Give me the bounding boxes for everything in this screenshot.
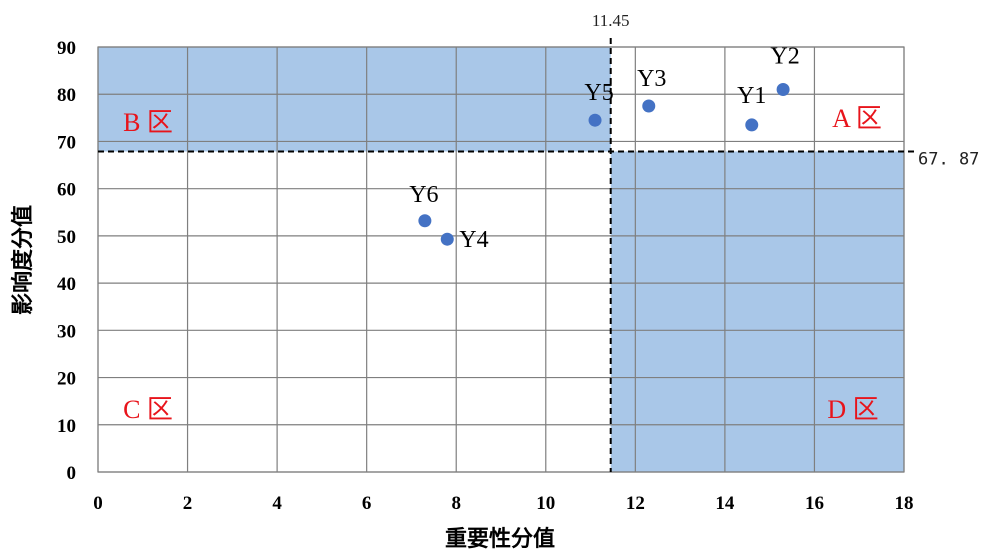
- x-tick-label: 14: [715, 493, 735, 514]
- zone-label: D 区: [827, 395, 878, 424]
- plot-border: [97, 46, 905, 473]
- x-axis-title: 重要性分值: [445, 526, 555, 552]
- y-tick-label: 10: [57, 416, 76, 437]
- y-tick-label: 70: [57, 132, 76, 153]
- data-point: [440, 232, 454, 246]
- zone-label: C 区: [123, 395, 173, 424]
- x-tick-label: 2: [183, 493, 193, 514]
- x-tick-label: 18: [895, 493, 914, 514]
- x-tick-label: 16: [805, 493, 824, 514]
- x-tick-label: 8: [451, 493, 461, 514]
- y-tick-label: 40: [57, 274, 76, 295]
- y-tick-label: 80: [57, 85, 76, 106]
- y-tick-label: 50: [57, 227, 76, 248]
- y-tick-label: 60: [57, 180, 76, 201]
- x-tick-label: 12: [626, 493, 645, 514]
- point-label: Y3: [637, 66, 666, 92]
- data-point: [588, 113, 602, 127]
- y-tick-label: 0: [67, 463, 77, 484]
- point-label: Y4: [459, 227, 488, 253]
- zone-d-fill: [610, 151, 904, 472]
- y-tick-label: 20: [57, 369, 76, 390]
- x-tick-label: 6: [362, 493, 372, 514]
- point-label: Y5: [584, 80, 613, 106]
- x-tick-label: 4: [272, 493, 282, 514]
- data-point: [776, 83, 790, 96]
- y-axis-title: 影响度分值: [10, 205, 36, 315]
- zone-label: B 区: [123, 108, 173, 137]
- x-tick-label: 10: [536, 493, 555, 514]
- y-threshold-label: 67. 87: [918, 150, 979, 170]
- point-label: Y2: [770, 44, 799, 70]
- data-point: [418, 214, 432, 228]
- x-tick-label: 0: [93, 493, 103, 514]
- x-threshold-label: 11.45: [592, 11, 630, 30]
- point-label: Y6: [409, 182, 438, 208]
- y-tick-label: 90: [57, 38, 76, 59]
- y-tick-label: 30: [57, 321, 76, 342]
- data-point: [642, 99, 656, 113]
- zone-label: A 区: [832, 104, 882, 133]
- point-label: Y1: [737, 83, 766, 109]
- data-point: [745, 118, 759, 132]
- zone-b-fill: [98, 47, 611, 152]
